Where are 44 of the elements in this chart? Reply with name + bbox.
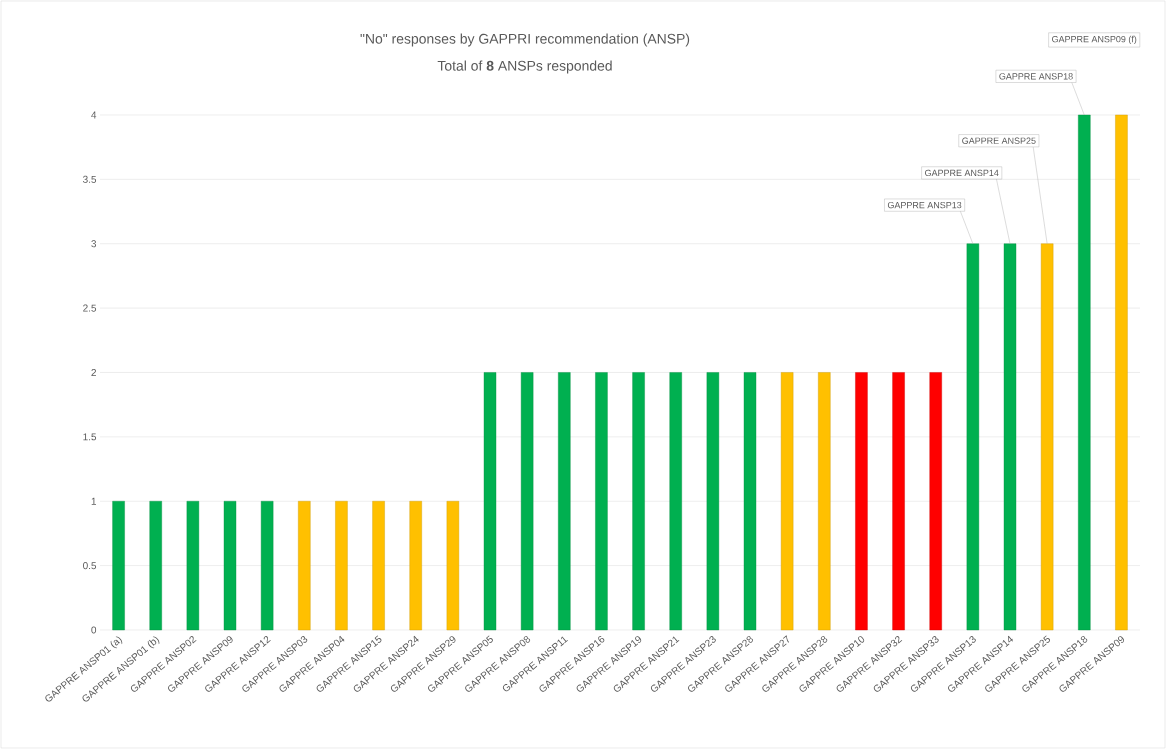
bar <box>298 501 311 631</box>
bar <box>706 372 720 631</box>
bar <box>112 501 125 631</box>
bar <box>446 501 460 631</box>
y-tick-label: 4 <box>91 111 97 119</box>
chart-title: "No" responses by GAPPRI recommendation (ANSP) <box>360 33 690 47</box>
annotation: GAPPRE ANSP18 <box>999 73 1073 80</box>
bar <box>966 243 980 631</box>
bar <box>1040 243 1054 631</box>
bar <box>595 372 608 631</box>
y-tick-label: 3 <box>91 240 97 248</box>
bar <box>335 501 348 631</box>
bar <box>855 372 868 631</box>
y-tick-label: 2.5 <box>83 304 97 312</box>
bar <box>632 372 645 631</box>
annotation: GAPPRE ANSP14 <box>925 169 999 177</box>
bar <box>260 501 274 631</box>
bar <box>186 501 200 631</box>
chart-subtitle: Total of 8 ANSPs responded <box>437 60 612 74</box>
bar <box>1003 243 1017 631</box>
bar <box>1115 114 1128 631</box>
bar <box>409 501 422 631</box>
y-tick-label: 0.5 <box>83 562 97 570</box>
y-tick-label: 2 <box>91 369 96 376</box>
bar <box>743 372 757 631</box>
bar <box>818 372 831 631</box>
bar <box>929 372 942 631</box>
y-tick-label: 3.5 <box>83 175 97 183</box>
y-tick-label: 1.5 <box>83 433 97 441</box>
bar <box>223 501 237 631</box>
bar <box>520 372 534 631</box>
bar <box>780 372 794 631</box>
y-tick-label: 0 <box>91 626 97 634</box>
bar <box>483 372 497 631</box>
bar <box>892 372 905 631</box>
y-tick-label: 1 <box>91 497 97 505</box>
bar <box>558 372 571 631</box>
bar <box>149 501 162 631</box>
text: GAPPRE ANSP09 (f) <box>1052 35 1137 45</box>
annotation: GAPPRE ANSP13 <box>887 201 962 209</box>
bar <box>372 501 385 631</box>
bar <box>1078 114 1091 631</box>
annotation: GAPPRE ANSP25 <box>962 137 1036 144</box>
bar <box>669 372 682 631</box>
